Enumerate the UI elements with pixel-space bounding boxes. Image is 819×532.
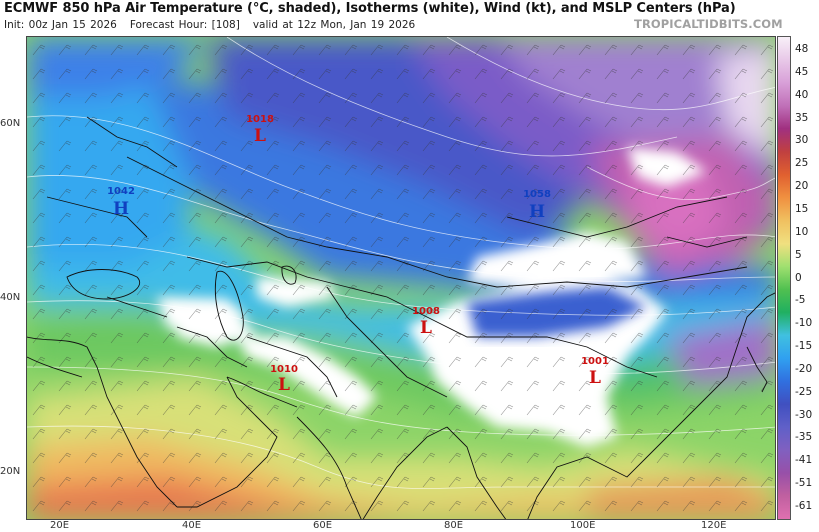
valid-time: valid at 12z Mon, Jan 19 2026: [252, 19, 416, 31]
colorbar-label: 45: [795, 65, 809, 78]
colorbar-label: -5: [795, 294, 806, 307]
pressure-value: 1058: [523, 189, 551, 200]
colorbar-label: -30: [795, 408, 813, 421]
pressure-letter: L: [278, 375, 290, 395]
colorbar-label: -35: [795, 431, 813, 444]
colorbar-label: -10: [795, 317, 813, 330]
colorbar-label: 15: [795, 202, 809, 215]
colorbar-label: 0: [795, 271, 802, 284]
pressure-value: 1018: [246, 114, 274, 125]
colorbar-label: 25: [795, 157, 809, 170]
colorbar-label: 5: [795, 248, 802, 261]
pressure-value: 1010: [270, 364, 298, 375]
colorbar-label: -25: [795, 385, 813, 398]
lon-label-120e: 120E: [701, 520, 727, 531]
lat-label-40n: 40N: [0, 292, 21, 303]
map-canvas: 1018 L 1042 H 1058 H 1008 L 1010 L 1001 …: [27, 37, 775, 519]
colorbar-label: 20: [795, 180, 809, 193]
coastlines: [27, 116, 775, 519]
colorbar-label: -15: [795, 340, 813, 353]
wind-barbs: [27, 37, 775, 519]
colorbar-label: -41: [795, 454, 813, 467]
init-time: Init: 00z Jan 15 2026: [4, 19, 117, 31]
brand-watermark: TROPICALTIDBITS.COM: [634, 17, 783, 31]
forecast-hour: Forecast Hour: [108]: [129, 19, 240, 31]
colorbar-label: 48: [795, 43, 809, 55]
pressure-letter: H: [113, 199, 129, 219]
lon-label-60e: 60E: [313, 520, 333, 531]
lon-label-40e: 40E: [182, 520, 202, 531]
low-center: 1010 L: [270, 364, 298, 395]
lat-label-20n: 20N: [0, 466, 21, 477]
map-title: ECMWF 850 hPa Air Temperature (°C, shade…: [4, 1, 736, 16]
pressure-centers: 1018 L 1042 H 1058 H 1008 L 1010 L 1001 …: [107, 114, 609, 395]
map-subtitle: Init: 00z Jan 15 2026 Forecast Hour: [10…: [4, 19, 415, 31]
pressure-letter: H: [529, 202, 545, 222]
lon-label-80e: 80E: [444, 520, 464, 531]
colorbar-label: 10: [795, 225, 809, 238]
high-center: 1042 H: [107, 186, 135, 219]
lon-label-20e: 20E: [50, 520, 70, 531]
temperature-map: 1018 L 1042 H 1058 H 1008 L 1010 L 1001 …: [26, 36, 776, 520]
low-center: 1001 L: [581, 356, 609, 388]
lat-label-60n: 60N: [0, 118, 21, 129]
colorbar-label: -61: [795, 500, 813, 512]
pressure-letter: L: [254, 126, 266, 146]
colorbar-label: 30: [795, 134, 809, 147]
low-center: 1008 L: [412, 306, 440, 338]
colorbar-label: -51: [795, 477, 813, 490]
low-center: 1018 L: [246, 114, 274, 146]
pressure-value: 1001: [581, 356, 609, 367]
pressure-value: 1042: [107, 186, 135, 197]
temperature-colorbar: [777, 36, 791, 520]
high-center: 1058 H: [523, 189, 551, 222]
pressure-letter: L: [420, 318, 432, 338]
colorbar-label: -20: [795, 362, 813, 375]
pressure-value: 1008: [412, 306, 440, 317]
pressure-letter: L: [589, 368, 601, 388]
colorbar-label: 35: [795, 111, 809, 124]
colorbar-label: 40: [795, 88, 809, 101]
lon-label-100e: 100E: [570, 520, 596, 531]
